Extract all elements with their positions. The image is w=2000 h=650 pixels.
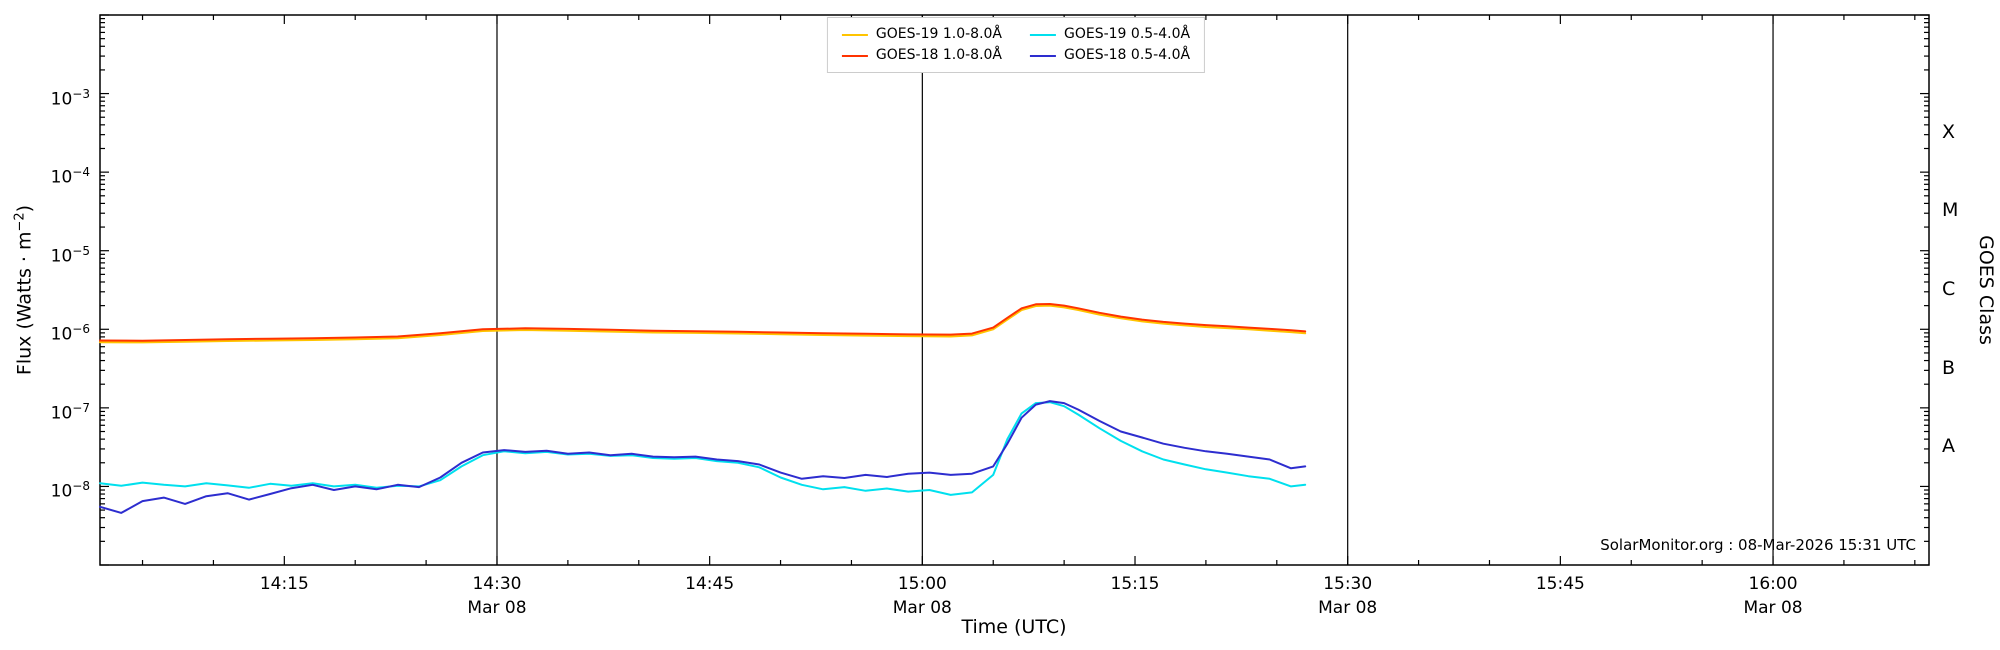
series-line bbox=[99, 401, 1307, 496]
legend-item: GOES-19 0.5-4.0Å bbox=[1030, 25, 1190, 44]
y-axis-title-text: Flux (Watts · m bbox=[13, 231, 36, 376]
legend-item: GOES-18 1.0-8.0Å bbox=[841, 46, 1002, 65]
legend-line-swatch bbox=[841, 33, 868, 36]
legend-label: GOES-18 1.0-8.0Å bbox=[875, 47, 1002, 63]
x-axis-title: Time (UTC) bbox=[961, 616, 1067, 638]
watermark: SolarMonitor.org : 08-Mar-2026 15:31 UTC bbox=[1600, 536, 1916, 554]
legend-line-swatch bbox=[841, 54, 868, 57]
legend-item: GOES-18 0.5-4.0Å bbox=[1030, 46, 1190, 65]
plot-frame bbox=[99, 14, 1930, 566]
legend: GOES-19 1.0-8.0Å GOES-19 0.5-4.0Å GOES-18 … bbox=[826, 17, 1206, 73]
y-axis-title-suffix: ) bbox=[13, 204, 36, 213]
legend-line-swatch bbox=[1030, 54, 1056, 57]
y-axis-title-sup: −2 bbox=[12, 212, 28, 232]
series-line bbox=[99, 303, 1307, 342]
y-axis-title: Flux (Watts · m−2) bbox=[12, 205, 35, 375]
legend-line-swatch bbox=[1030, 33, 1056, 36]
series-line bbox=[99, 304, 1307, 344]
legend-label: GOES-18 0.5-4.0Å bbox=[1064, 47, 1191, 63]
legend-label: GOES-19 0.5-4.0Å bbox=[1064, 26, 1191, 42]
right-axis-title: GOES Class bbox=[1975, 235, 1997, 345]
series-line bbox=[99, 400, 1307, 514]
legend-item: GOES-19 1.0-8.0Å bbox=[841, 25, 1002, 44]
legend-label: GOES-19 1.0-8.0Å bbox=[875, 26, 1002, 42]
